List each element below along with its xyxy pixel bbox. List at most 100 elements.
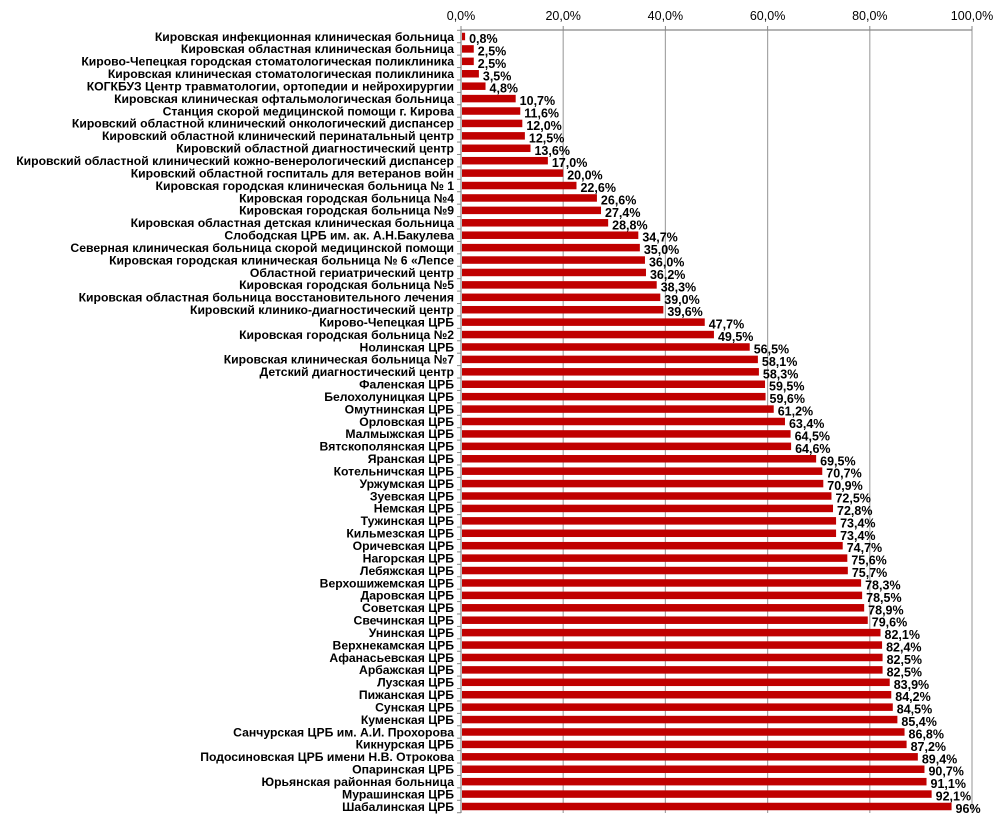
data-label: 58,1% [762,355,797,369]
bar [462,504,834,513]
bar [462,628,881,637]
bar [462,57,474,66]
data-label: 59,5% [769,380,804,394]
category-label: Верхнекамская ЦРБ [333,638,455,652]
bar [462,802,952,811]
category-label: Кировская областная больница восстановит… [79,291,454,305]
data-label: 82,1% [885,628,920,642]
data-label: 75,7% [852,566,887,580]
category-label: Опаринская ЦРБ [352,763,454,777]
bar [462,715,898,724]
bar [462,231,639,239]
data-label: 72,5% [835,492,870,506]
category-label: Сунская ЦРБ [375,700,454,714]
bar [462,219,609,227]
category-label: Унинская ЦРБ [369,626,455,640]
category-label: Кировский областной клинический онкологи… [72,117,454,131]
bar [462,442,792,451]
bar [462,703,893,711]
data-label: 64,5% [795,429,830,443]
category-label: Кировская областная клиническая больница [181,42,454,56]
category-label: Лузская ЦРБ [377,676,454,690]
category-label: Кировский областной диагностический цент… [176,142,454,156]
category-label: Кировская областная детская клиническая … [131,216,455,230]
x-tick-label: 60,0% [750,9,785,23]
data-label: 87,2% [911,740,946,754]
category-label: Детский диагностический центр [260,365,454,379]
data-label: 89,4% [922,752,957,766]
category-label: Северная клиническая больница скорой мед… [70,241,454,255]
data-label: 83,9% [894,678,929,692]
data-label: 26,6% [601,193,636,207]
data-label: 84,2% [895,690,930,704]
bar [462,616,868,624]
data-label: 11,6% [524,107,559,121]
x-tick-label: 80,0% [852,9,887,23]
data-label: 0,8% [469,32,498,46]
bar [462,293,661,302]
category-label: Нолинская ЦРБ [360,340,455,354]
bars [462,32,952,811]
bar [462,765,925,773]
bar [462,591,863,600]
category-label: Арбажская ЦРБ [359,663,454,677]
category-label: Кильмезская ЦРБ [346,527,454,541]
data-label: 39,6% [667,305,702,319]
bar [462,368,759,376]
data-label: 91,1% [931,777,966,791]
bar [462,753,918,761]
category-label: Верхошижемская ЦРБ [320,576,455,590]
category-label: Слободская ЦРБ им. ак. А.Н.Бакулева [224,229,454,243]
bar [462,119,523,128]
category-label: Советская ЦРБ [362,601,454,615]
data-label: 75,6% [851,554,886,568]
category-label: Кирово-Чепецкая ЦРБ [319,315,454,329]
data-labels: 0,8%2,5%2,5%3,5%4,8%10,7%11,6%12,0%12,5%… [469,32,981,816]
category-label: Немская ЦРБ [374,502,454,516]
bar [462,405,774,413]
category-label: Мурашинская ЦРБ [342,787,454,801]
data-label: 70,9% [827,479,862,493]
bar [462,206,602,215]
data-label: 84,5% [897,703,932,717]
bar [462,330,714,339]
data-label: 13,6% [534,144,569,158]
bar [462,94,516,103]
bar [462,666,883,674]
data-label: 82,5% [887,665,922,679]
data-label: 90,7% [928,765,963,779]
category-label: Кировская инфекционная клиническая больн… [155,30,454,44]
category-label: Пижанская ЦРБ [359,688,454,702]
category-label: Кировский областной клинический кожно-ве… [16,154,454,168]
category-label: Белохолуницкая ЦРБ [324,390,454,404]
bar [462,169,564,177]
data-label: 73,4% [840,516,875,530]
category-label: Кировская городская больница №9 [239,204,454,218]
data-label: 82,4% [886,641,921,655]
bar [462,256,645,264]
bar [462,455,817,463]
bar [462,318,705,326]
category-label: Нагорская ЦРБ [363,551,455,565]
category-label: Омутнинская ЦРБ [345,402,455,416]
data-label: 78,9% [868,603,903,617]
data-label: 17,0% [552,156,587,170]
category-label: Санчурская ЦРБ им. А.И. Прохорова [233,725,454,739]
bar [462,343,750,351]
bar [462,417,785,426]
data-label: 20,0% [567,169,602,183]
data-label: 2,5% [478,57,507,71]
bar [462,554,848,562]
bar [462,604,865,612]
data-label: 12,0% [526,119,561,133]
data-label: 49,5% [718,330,753,344]
bar [462,82,486,90]
data-label: 3,5% [483,69,512,83]
category-label: Яранская ЦРБ [368,452,455,466]
x-tick-label: 40,0% [648,9,683,23]
category-label: Кировский областной госпиталь для ветера… [131,166,454,180]
data-label: 85,4% [901,715,936,729]
bar [462,156,548,165]
bar [462,653,883,662]
data-label: 35,0% [644,243,679,257]
